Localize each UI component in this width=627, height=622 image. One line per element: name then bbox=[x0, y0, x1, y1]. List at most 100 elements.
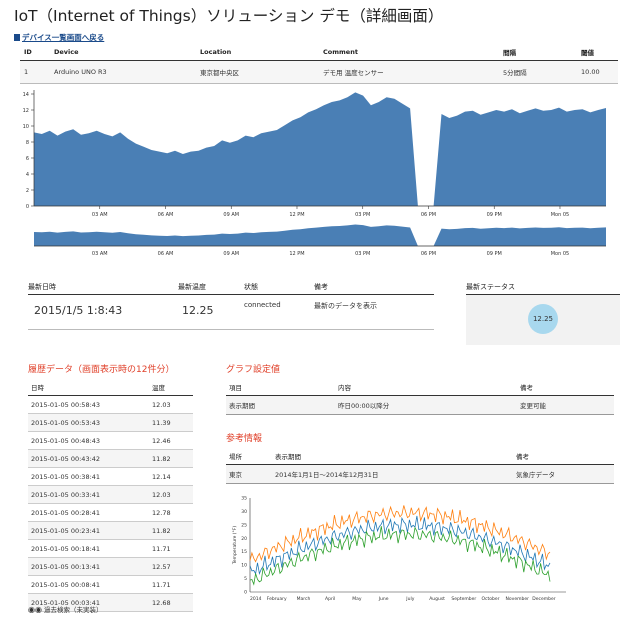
table-row[interactable]: 2015-01-05 00:18:41 11.71 bbox=[28, 539, 193, 558]
cell-comment: デモ用 温度センサー bbox=[319, 60, 499, 84]
ref-x-tick-label: June bbox=[378, 596, 389, 602]
x-tick-label: 09 PM bbox=[487, 212, 502, 218]
x-tick-label: 12 PM bbox=[289, 212, 304, 218]
cell-ref-remark: 気象庁データ bbox=[513, 464, 614, 484]
cell-period: 2014年1月1日～2014年12月31日 bbox=[272, 464, 513, 484]
reference-table: 場所 表示期間 備考 東京 2014年1月1日～2014年12月31日 気象庁デ… bbox=[226, 448, 614, 484]
past-search-label: 過去検索（未実装） bbox=[44, 606, 103, 614]
cell-temp: 12.14 bbox=[149, 467, 193, 486]
ref-series-line bbox=[249, 505, 551, 563]
table-row[interactable]: 2015-01-05 00:43:42 11.82 bbox=[28, 449, 193, 468]
navigator-tick-label: 06 AM bbox=[158, 251, 174, 257]
latest-temp-value: 12.25 bbox=[182, 304, 214, 317]
ref-x-tick-label: March bbox=[297, 596, 311, 602]
ref-y-tick-label: 10 bbox=[241, 563, 247, 569]
note-value: 最新のデータを表示 bbox=[314, 302, 377, 310]
cell-datetime: 2015-01-05 00:53:43 bbox=[28, 413, 149, 432]
range-navigator-chart[interactable]: 03 AM 06 AM 09 AM 12 PM 03 PM 06 PM 09 PM Mon 0… bbox=[20, 222, 612, 260]
navigator-area bbox=[34, 224, 606, 246]
table-row[interactable]: 東京 2014年1月1日～2014年12月31日 気象庁データ bbox=[226, 464, 614, 484]
navigator-tick-label: 09 AM bbox=[223, 251, 239, 257]
ref-x-tick-label: July bbox=[405, 596, 414, 602]
cell-place: 東京 bbox=[226, 464, 272, 484]
latest-status-title: 最新ステータス bbox=[466, 282, 620, 295]
col-ref-remark: 備考 bbox=[513, 448, 614, 465]
y-tick-label: 0 bbox=[26, 204, 29, 210]
cell-id: 1 bbox=[20, 60, 50, 84]
y-tick-label: 10 bbox=[23, 124, 29, 130]
col-remark: 備考 bbox=[517, 379, 614, 396]
cell-datetime: 2015-01-05 00:23:41 bbox=[28, 521, 149, 540]
cell-temp: 12.57 bbox=[149, 557, 193, 576]
cell-temp: 12.68 bbox=[149, 593, 193, 612]
navigator-tick-label: 12 PM bbox=[289, 251, 304, 257]
cell-datetime: 2015-01-05 00:18:41 bbox=[28, 539, 149, 558]
cell-interval: 5分間隔 bbox=[499, 60, 577, 84]
x-tick-label: 09 AM bbox=[223, 212, 239, 218]
table-row[interactable]: 2015-01-05 00:08:41 11.71 bbox=[28, 575, 193, 594]
ref-x-tick-label: December bbox=[532, 596, 555, 602]
graph-settings-table: 項目 内容 備考 表示期間 昨日00:00以降分 変更可能 bbox=[226, 379, 614, 415]
ref-x-tick-label: October bbox=[482, 596, 500, 602]
ref-x-tick-label: September bbox=[451, 596, 476, 602]
y-tick-label: 12 bbox=[23, 108, 29, 114]
navigator-tick-label: Mon 05 bbox=[551, 251, 570, 257]
cell-temp: 12.78 bbox=[149, 503, 193, 522]
table-row[interactable]: 2015-01-05 00:48:43 12.46 bbox=[28, 431, 193, 450]
table-row[interactable]: 2015-01-05 00:33:41 12.03 bbox=[28, 485, 193, 504]
navigator-tick-label: 03 PM bbox=[355, 251, 370, 257]
table-row[interactable]: 2015-01-05 00:58:43 12.03 bbox=[28, 395, 193, 414]
reference-title: 参考情報 bbox=[226, 434, 263, 444]
ref-x-tick-label: August bbox=[429, 596, 445, 602]
cell-temp: 11.39 bbox=[149, 413, 193, 432]
col-device: Device bbox=[50, 44, 196, 61]
cell-item: 表示期間 bbox=[226, 395, 335, 415]
table-row[interactable]: 2015-01-05 00:13:41 12.57 bbox=[28, 557, 193, 576]
cell-datetime: 2015-01-05 00:33:41 bbox=[28, 485, 149, 504]
x-tick-label: 03 AM bbox=[92, 212, 108, 218]
col-threshold: 閾値 bbox=[577, 44, 618, 61]
table-row[interactable]: 2015-01-05 00:23:41 11.82 bbox=[28, 521, 193, 540]
history-table: 日時 温度 2015-01-05 00:58:43 12.03 2015-01-05… bbox=[28, 379, 193, 612]
ref-x-tick-label: November bbox=[506, 596, 530, 602]
table-row[interactable]: 2015-01-05 00:03:41 12.68 bbox=[28, 593, 193, 612]
graph-settings-header: 項目 内容 備考 bbox=[226, 379, 614, 396]
document-icon bbox=[14, 34, 20, 41]
table-row[interactable]: 1 Arduino UNO R3 東京都中央区 デモ用 温度センサー 5分間隔 … bbox=[20, 60, 618, 84]
col-status: 状態 bbox=[244, 283, 258, 291]
past-search-link[interactable]: ◉◉ 過去検索（未実装） bbox=[28, 604, 103, 614]
page-title: IoT（Internet of Things）ソリューション デモ（詳細画面） bbox=[14, 7, 444, 25]
col-temp: 温度 bbox=[149, 379, 193, 396]
reference-temperature-chart: Temperature (°F) 0 5 10 15 20 25 30 35 2014 Februa… bbox=[232, 496, 566, 602]
ref-y-tick-label: 25 bbox=[241, 522, 247, 528]
cell-remark: 変更可能 bbox=[517, 395, 614, 415]
cell-datetime: 2015-01-05 00:03:41 bbox=[28, 593, 149, 612]
x-tick-label: 06 PM bbox=[421, 212, 436, 218]
temperature-area bbox=[34, 92, 606, 206]
cell-datetime: 2015-01-05 00:28:41 bbox=[28, 503, 149, 522]
back-to-list-link[interactable]: デバイス一覧画面へ戻る bbox=[14, 32, 104, 43]
col-note: 備考 bbox=[314, 283, 328, 291]
cell-temp: 12.46 bbox=[149, 431, 193, 450]
table-row[interactable]: 2015-01-05 00:53:43 11.39 bbox=[28, 413, 193, 432]
cell-datetime: 2015-01-05 00:58:43 bbox=[28, 395, 149, 414]
cell-threshold: 10.00 bbox=[577, 60, 618, 84]
latest-time-value: 2015/1/5 1:8:43 bbox=[34, 304, 123, 317]
temperature-area-chart: 0 2 4 6 8 10 12 14 03 AM 06 AM 09 AM 12 PM 03 PM 06 P… bbox=[23, 90, 606, 218]
navigator-tick-label: 09 PM bbox=[487, 251, 502, 257]
binoculars-icon: ◉◉ bbox=[28, 605, 42, 614]
cell-temp: 12.03 bbox=[149, 395, 193, 414]
table-row[interactable]: 2015-01-05 00:38:41 12.14 bbox=[28, 467, 193, 486]
back-link-label: デバイス一覧画面へ戻る bbox=[22, 33, 105, 42]
y-tick-label: 4 bbox=[26, 172, 29, 178]
table-row[interactable]: 2015-01-05 00:28:41 12.78 bbox=[28, 503, 193, 522]
ref-y-label: Temperature (°F) bbox=[232, 526, 238, 566]
col-comment: Comment bbox=[319, 44, 499, 61]
col-item: 項目 bbox=[226, 379, 335, 396]
cell-temp: 11.82 bbox=[149, 521, 193, 540]
latest-status-panel: 最新ステータス 12.25 bbox=[466, 282, 620, 345]
col-latest-time: 最新日時 bbox=[28, 283, 56, 291]
table-row[interactable]: 表示期間 昨日00:00以降分 変更可能 bbox=[226, 395, 614, 415]
history-header: 日時 温度 bbox=[28, 379, 193, 396]
device-table: ID Device Location Comment 間隔 閾値 1 Ardui… bbox=[20, 44, 618, 84]
